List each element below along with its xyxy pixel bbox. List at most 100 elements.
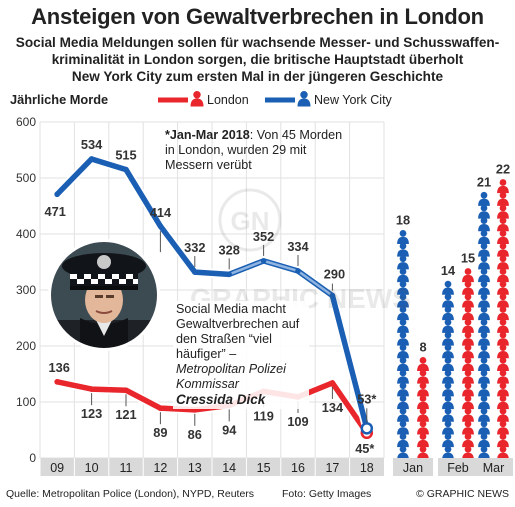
london-month-person-icon [497,229,509,244]
london-month-person-icon [497,293,509,308]
series-newyork-point [260,258,267,264]
chart-title: Ansteigen von Gewaltverbrechen in London [31,4,484,29]
london-month-person-icon [497,344,509,359]
month-label: Feb [447,461,469,475]
london-value-label: 136 [49,360,70,375]
london-month-person-icon [462,331,474,346]
x-tick-label: 15 [257,461,271,475]
newyork-month-person-icon [442,280,454,295]
london-month-person-icon [497,420,509,435]
series-newyork-point [123,166,129,173]
london-month-person-icon [417,356,429,371]
london-month-person-icon [417,445,429,460]
london-month-person-icon [497,179,509,194]
series-london-point [88,386,95,392]
newyork-month-person-icon [442,420,454,435]
london-month-person-icon [497,369,509,384]
subtitle-line-2: kriminalität in London sorgen, die briti… [51,52,464,67]
london-month-person-icon [497,433,509,448]
newyork-month-person-icon [478,191,490,206]
series-london-point [329,380,336,386]
newyork-month-person-icon [478,318,490,333]
footer-source: Quelle: Metropolitan Police (London), NY… [6,488,255,500]
london-month-person-icon [417,433,429,448]
london-month-person-icon [462,369,474,384]
newyork-month-person-icon [397,255,409,270]
newyork-month-person-icon [478,356,490,371]
newyork-month-person-icon [478,293,490,308]
newyork-month-person-icon [397,382,409,397]
newyork-month-person-icon [478,433,490,448]
footnote-box: *Jan-Mar 2018: Von 45 Morden in London, … [165,128,355,173]
newyork-month-person-icon [397,420,409,435]
month-axis-band [393,458,433,476]
newyork-month-value: 14 [441,263,456,278]
london-value-label: 86 [188,427,202,442]
newyork-month-person-icon [442,344,454,359]
london-month-value: 8 [419,339,426,354]
london-value-label: 89 [153,425,167,440]
newyork-month-person-icon [478,204,490,219]
newyork-month-person-icon [397,229,409,244]
y-tick-label: 600 [16,115,36,129]
y-tick-label: 500 [16,171,36,185]
newyork-month-person-icon [442,318,454,333]
newyork-month-person-icon [442,369,454,384]
x-tick-label: 16 [291,461,305,475]
newyork-month-person-icon [478,344,490,359]
newyork-month-person-icon [397,280,409,295]
london-month-person-icon [497,382,509,397]
month-axis-band [438,458,478,476]
chart-subtitle: Social Media Meldungen sollen für wachse… [4,34,511,85]
newyork-month-person-icon [478,268,490,283]
footer-photo-credit: Foto: Getty Images [282,488,372,500]
y-tick-label: 400 [16,227,36,241]
london-value-label: 45* [355,441,374,456]
newyork-month-person-icon [478,369,490,384]
newyork-month-person-icon [397,293,409,308]
newyork-month-person-icon [442,382,454,397]
subtitle-line-1: Social Media Meldungen sollen für wachse… [15,35,500,50]
series-newyork-point [329,292,336,299]
month-label: Jan [403,461,423,475]
series-london-point [54,379,60,385]
newyork-month-person-icon [478,242,490,257]
london-value-label: 94 [222,422,237,437]
subtitle-line-3: New York City zum ersten Mal in der jüng… [71,69,444,84]
month-axis-band [474,458,513,476]
chart-legend: London New York City [158,91,393,107]
x-tick-label: 14 [222,461,236,475]
newyork-value-label: 53* [357,391,376,406]
newyork-value-label: 414 [150,205,172,220]
london-month-person-icon [497,242,509,257]
newyork-month-person-icon [397,242,409,257]
newyork-month-person-icon [442,433,454,448]
series-newyork-point [226,271,232,278]
london-month-person-icon [497,356,509,371]
newyork-month-person-icon [478,255,490,270]
newyork-month-person-icon [442,407,454,422]
newyork-month-person-icon [397,433,409,448]
newyork-month-person-icon [478,217,490,232]
london-month-person-icon [497,331,509,346]
series-newyork-point [157,223,164,229]
series-newyork-highlight [228,259,334,297]
x-tick-label: 13 [188,461,202,475]
london-value-label: 123 [81,406,102,421]
london-month-person-icon [497,191,509,206]
london-month-person-icon [462,293,474,308]
london-month-person-icon [462,433,474,448]
footnote-text: : Von 45 Morden in London, wurden 29 mit… [165,128,343,172]
london-month-person-icon [417,369,429,384]
london-month-person-icon [497,407,509,422]
london-month-person-icon [417,407,429,422]
newyork-month-person-icon [397,407,409,422]
quote-text: Social Media macht Gewaltverbrechen auf … [176,302,300,361]
newyork-month-person-icon [442,293,454,308]
london-month-person-icon [462,318,474,333]
london-month-person-icon [462,344,474,359]
svg-text:GN: GN [231,206,270,236]
london-month-person-icon [497,306,509,321]
newyork-month-person-icon [478,382,490,397]
